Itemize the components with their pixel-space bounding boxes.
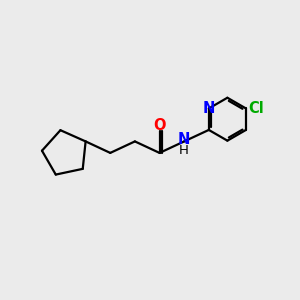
Text: N: N: [202, 101, 215, 116]
Text: N: N: [178, 133, 190, 148]
Text: O: O: [153, 118, 166, 133]
Text: Cl: Cl: [248, 101, 264, 116]
Text: H: H: [179, 144, 189, 158]
